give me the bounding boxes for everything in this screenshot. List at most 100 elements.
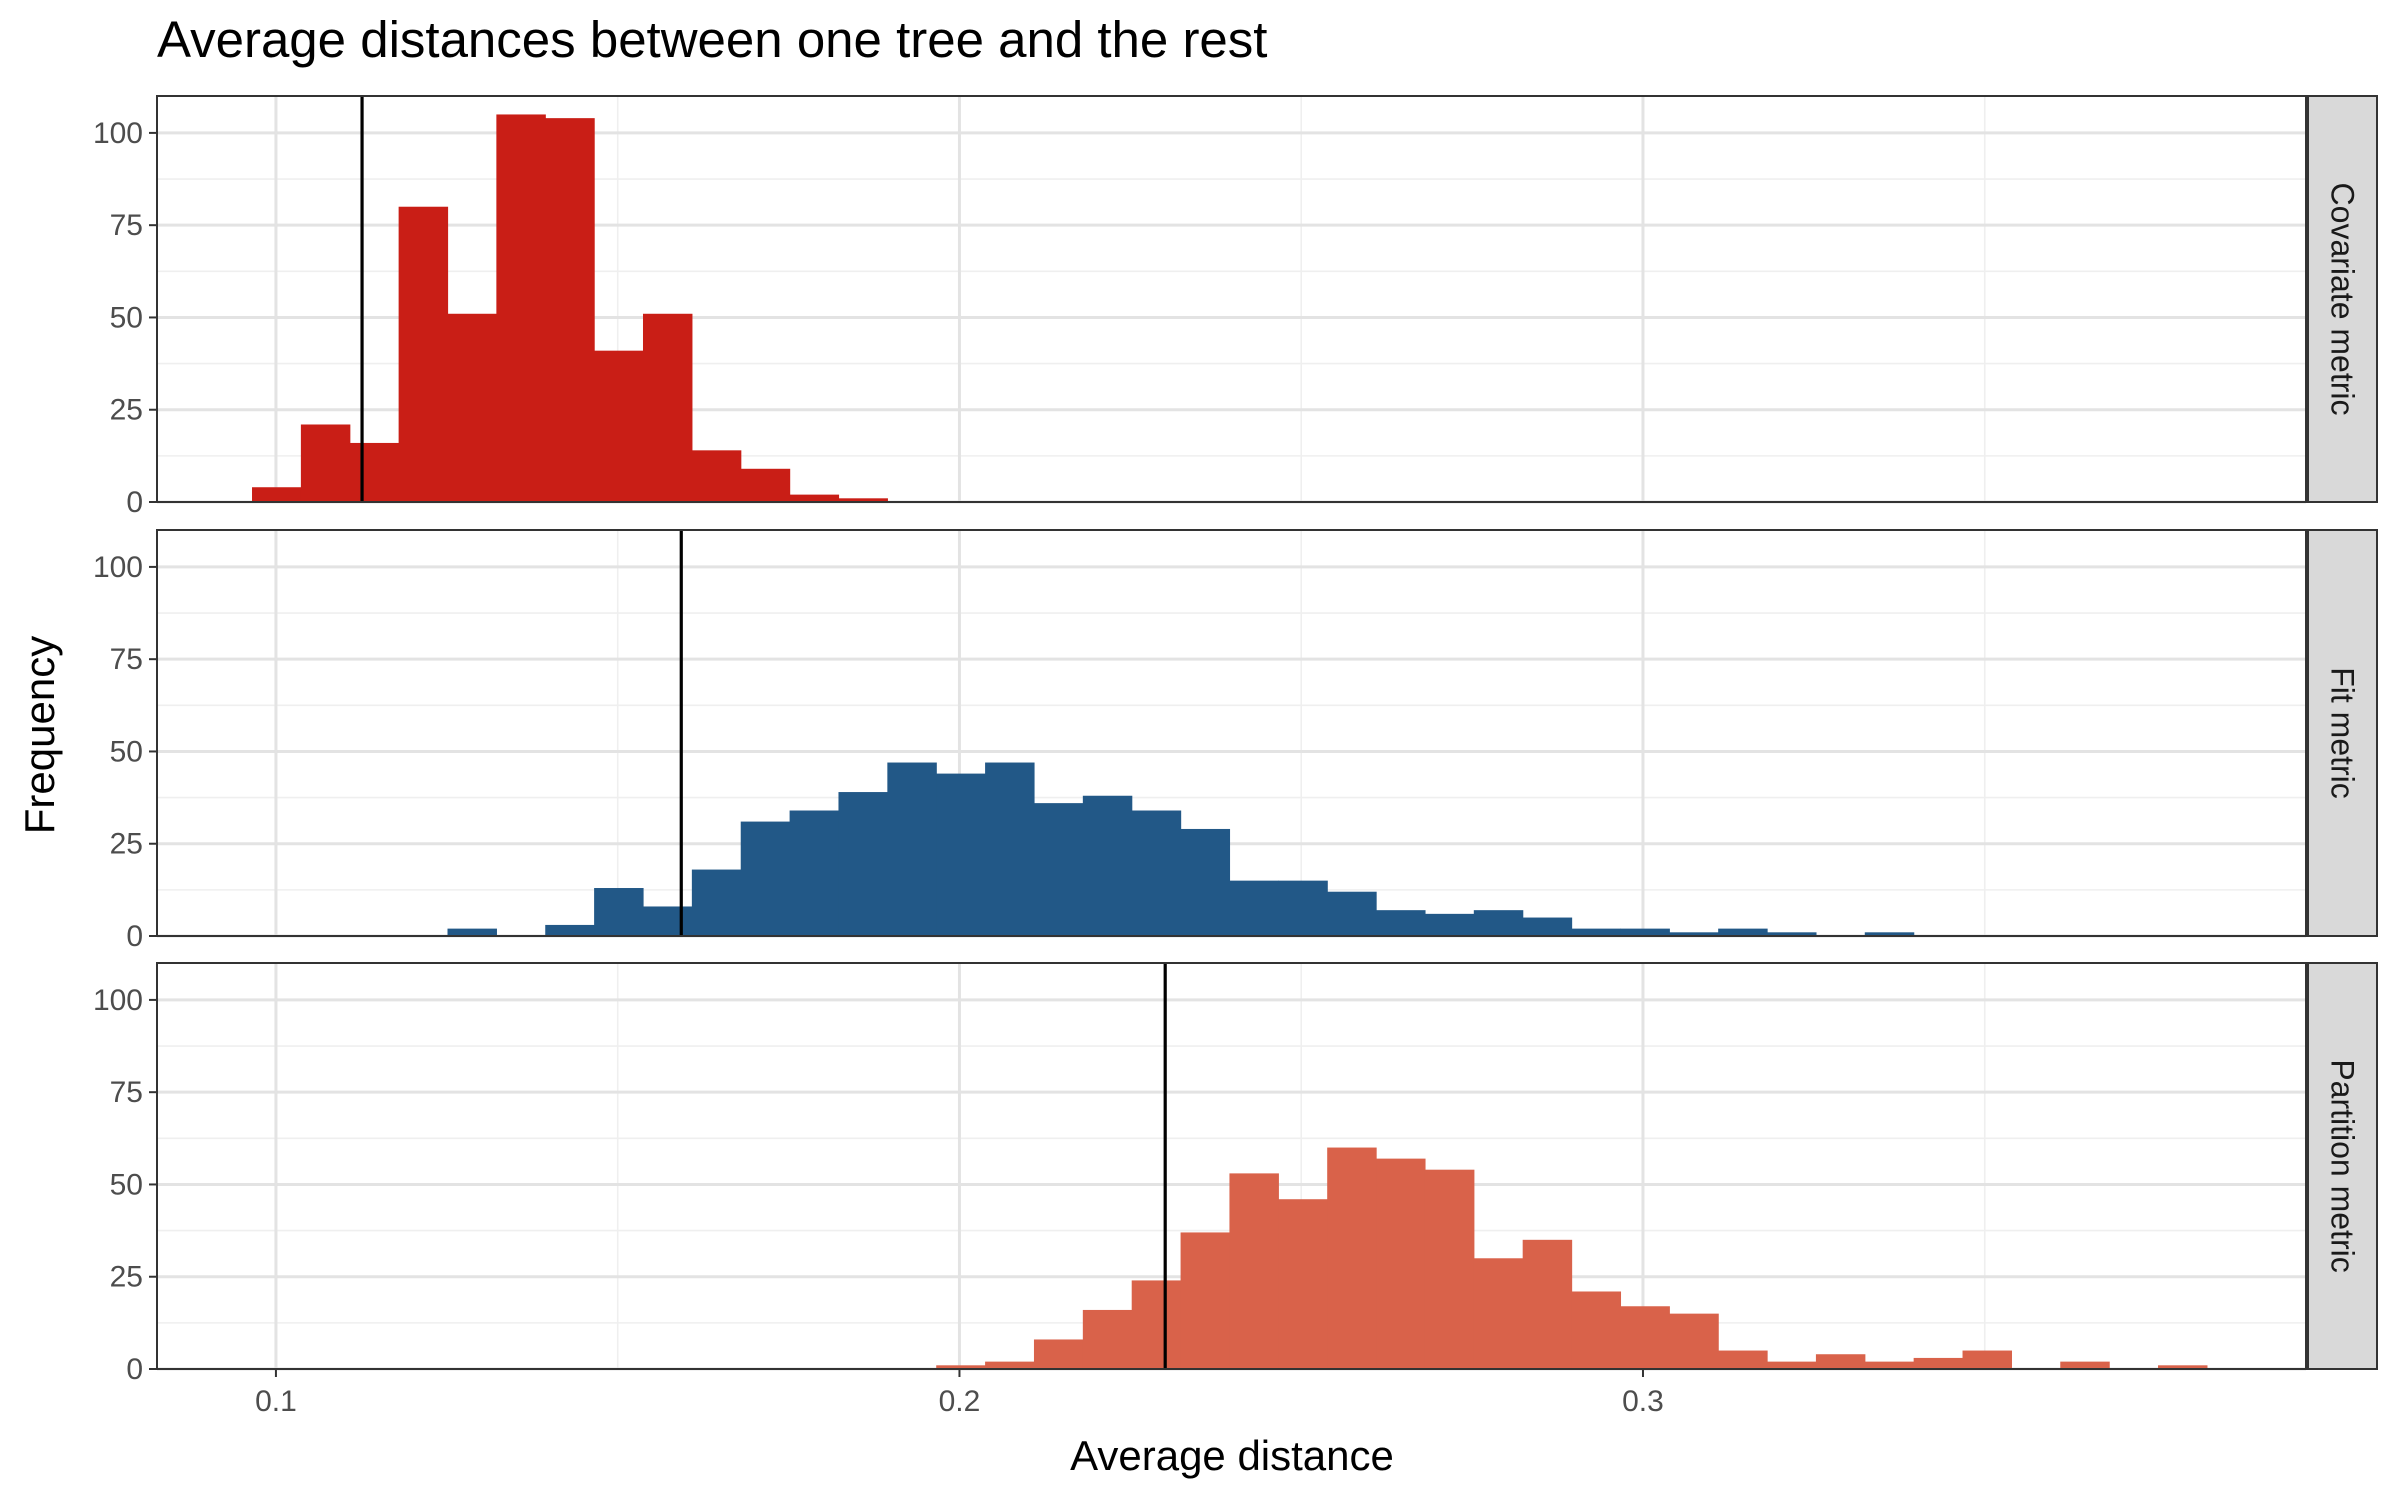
facet-strip <box>2307 95 2378 503</box>
y-tick-label: 25 <box>110 828 143 861</box>
facet-strip-label: Covariate metric <box>2325 183 2361 416</box>
y-tick-label: 75 <box>110 1076 143 1109</box>
histogram-bar <box>642 906 693 936</box>
histogram-bar <box>1327 891 1377 936</box>
histogram-bar <box>1864 1361 1915 1369</box>
histogram-bar <box>1571 1291 1622 1369</box>
histogram-bar <box>1669 1313 1719 1369</box>
histogram-bar <box>1620 928 1670 936</box>
panel-fit-metric: 0 25 50 75 100 Fit metric <box>93 529 2378 953</box>
histogram-bar <box>1718 928 1768 936</box>
histogram-bar <box>349 442 400 502</box>
histogram-bar <box>1033 1339 1084 1369</box>
histogram-bar <box>642 313 693 502</box>
histogram-bar <box>1815 1354 1866 1369</box>
histogram-bar <box>398 206 449 502</box>
panel-partition-metric: 0 25 50 75 100 Partition metric <box>93 962 2378 1386</box>
histogram-bar <box>1327 1147 1377 1369</box>
histogram-bar <box>594 350 644 502</box>
histogram-bar <box>1767 932 1817 936</box>
panel-background <box>157 530 2306 936</box>
histogram-bar <box>1522 917 1573 936</box>
histogram-bar <box>985 1361 1035 1369</box>
y-tick-label: 50 <box>110 301 143 334</box>
facet-strip-label: Fit metric <box>2325 667 2361 799</box>
histogram-bar <box>1473 1258 1524 1369</box>
histogram-bar <box>838 792 888 936</box>
panel-border <box>156 95 2307 503</box>
y-tick-label: 100 <box>93 984 143 1017</box>
x-tick-label: 0.1 <box>255 1385 297 1418</box>
histogram-bar <box>691 869 742 936</box>
panel-covariate-metric: 0 25 50 75 100 Covariate metric <box>93 95 2378 519</box>
histogram-bar <box>1962 1350 2013 1369</box>
histogram-bar <box>1180 828 1231 936</box>
histogram-bar <box>447 928 497 936</box>
histogram-bar <box>300 424 351 502</box>
histogram-bar <box>1718 1350 1768 1369</box>
histogram-bar <box>1131 1280 1182 1369</box>
histogram-bar <box>789 494 840 502</box>
x-tick-label: 0.2 <box>939 1385 981 1418</box>
histogram-bar <box>545 924 595 936</box>
histogram-bar <box>1376 910 1426 936</box>
histogram-bar <box>1376 1158 1426 1369</box>
y-tick-label: 25 <box>110 1261 143 1294</box>
facet-strip-label: Partition metric <box>2325 1059 2361 1272</box>
histogram-bar <box>1131 810 1182 936</box>
histogram-bar <box>838 498 888 502</box>
histogram-bar <box>2060 1361 2110 1369</box>
x-axis: 0.1 0.2 0.3 <box>255 1369 1664 1418</box>
histogram-bar <box>1082 1309 1133 1369</box>
histogram-bar <box>1180 1232 1231 1369</box>
histogram-bar <box>2158 1365 2208 1369</box>
y-tick-label: 50 <box>110 735 143 768</box>
y-tick-label: 100 <box>93 551 143 584</box>
facet-strip <box>2307 962 2378 1370</box>
facet-strip <box>2307 529 2378 937</box>
histogram-bar <box>1864 932 1915 936</box>
histogram-bar <box>1229 880 1279 936</box>
facet-panels: 0 25 50 75 100 Covariate metric 0 25 50 75 100 Fit … <box>93 95 2378 1386</box>
histogram-bar <box>594 888 644 936</box>
panel-border <box>156 529 2307 937</box>
histogram-bar <box>252 487 302 502</box>
y-tick-label: 75 <box>110 643 143 676</box>
histogram-bar <box>691 450 742 502</box>
y-tick-label: 100 <box>93 117 143 150</box>
histogram-bar <box>1424 1169 1475 1369</box>
histogram-bar <box>740 468 791 502</box>
histogram-bar <box>1033 803 1084 936</box>
y-tick-label: 50 <box>110 1168 143 1201</box>
histogram-bar <box>1522 1239 1573 1369</box>
histogram-bar <box>789 810 840 936</box>
histogram-bar <box>1424 913 1475 936</box>
histogram-bar <box>545 118 595 503</box>
x-axis-title: Average distance <box>1070 1432 1394 1479</box>
histogram-bar <box>1913 1357 1964 1369</box>
histogram-bar <box>1278 1199 1328 1369</box>
histogram-bar <box>887 762 937 936</box>
histogram-bar <box>447 313 497 502</box>
histogram-bar <box>1620 1306 1670 1369</box>
histogram-bar <box>1473 910 1524 936</box>
y-tick-label: 0 <box>126 920 143 953</box>
histogram-bar <box>936 773 986 936</box>
y-tick-label: 75 <box>110 209 143 242</box>
chart-title: Average distances between one tree and t… <box>157 11 1267 68</box>
histogram-bar <box>1229 1173 1279 1369</box>
histogram-bar <box>1767 1361 1817 1369</box>
histogram-bar <box>936 1365 986 1369</box>
histogram-bar <box>1571 928 1622 936</box>
panel-border <box>156 962 2307 1370</box>
y-tick-label: 0 <box>126 1353 143 1386</box>
histogram-bar <box>496 114 546 503</box>
histogram-bar <box>1082 795 1133 936</box>
y-axis-title: Frequency <box>16 636 63 834</box>
histogram-bar <box>740 821 791 936</box>
y-tick-label: 25 <box>110 394 143 427</box>
y-tick-label: 0 <box>126 486 143 519</box>
histogram-bar <box>1669 932 1719 936</box>
x-tick-label: 0.3 <box>1622 1385 1664 1418</box>
